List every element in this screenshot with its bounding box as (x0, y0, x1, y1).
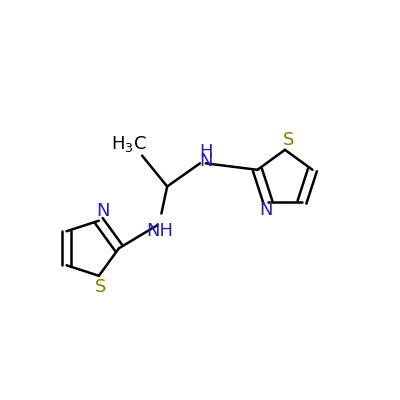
Text: H: H (199, 143, 212, 161)
Text: H$_3$C: H$_3$C (111, 134, 146, 154)
Text: S: S (283, 131, 294, 149)
Text: N: N (199, 152, 212, 170)
Text: N: N (259, 201, 273, 219)
Text: NH: NH (146, 222, 173, 240)
Text: S: S (95, 278, 106, 296)
Text: N: N (96, 202, 110, 220)
